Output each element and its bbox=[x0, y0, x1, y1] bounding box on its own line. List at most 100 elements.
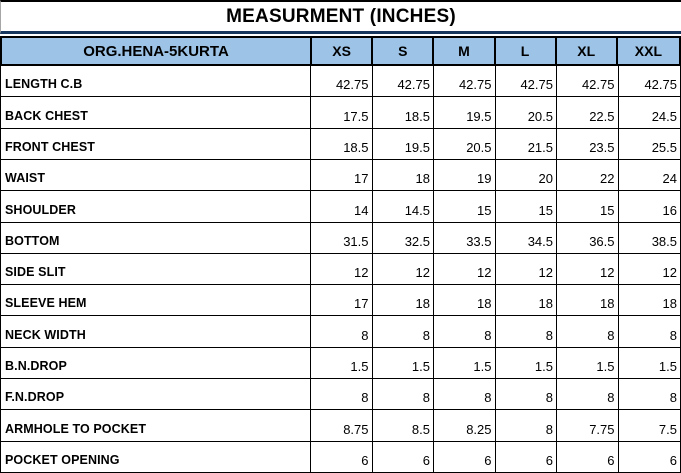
value-cell-s[interactable]: 1.5 bbox=[373, 347, 434, 379]
value-cell-s[interactable]: 18.5 bbox=[373, 97, 434, 128]
value-cell-l[interactable]: 34.5 bbox=[496, 222, 557, 253]
value-cell-l[interactable]: 15 bbox=[496, 191, 557, 222]
value-cell-xxl[interactable]: 6 bbox=[669, 452, 677, 468]
value-cell-l[interactable]: 12 bbox=[496, 253, 557, 285]
value-cell-l[interactable]: 20 bbox=[496, 159, 557, 191]
value-cell-xl[interactable]: 1.5 bbox=[557, 347, 619, 379]
value-cell-xl[interactable]: 7.75 bbox=[557, 410, 619, 441]
value-cell-xxl[interactable]: 8 bbox=[669, 327, 677, 343]
title-cell[interactable]: MEASURMENT (INCHES) bbox=[0, 0, 681, 34]
value-cell-xs[interactable]: 12 bbox=[311, 253, 373, 285]
value-cell-xxl[interactable]: 18 bbox=[662, 296, 677, 312]
row-label-cell[interactable]: SIDE SLIT bbox=[1, 253, 311, 285]
value-cell-m[interactable]: 19 bbox=[434, 159, 496, 191]
value-cell-xxl[interactable]: 1.5 bbox=[658, 359, 677, 375]
value-cell-s[interactable]: 8 bbox=[373, 316, 434, 347]
value-cell-xs[interactable]: 18.5 bbox=[311, 128, 373, 159]
table-row: BACK CHEST 17.5 18.5 19.5 20.5 22.5 24.5 bbox=[1, 97, 680, 129]
size-header-cell-xl[interactable]: XL bbox=[557, 38, 618, 64]
value-cell-m[interactable]: 20.5 bbox=[434, 128, 496, 159]
value-cell-m[interactable]: 12 bbox=[434, 253, 496, 285]
value-cell-m[interactable]: 8 bbox=[434, 316, 496, 347]
value-cell-xl[interactable]: 18 bbox=[557, 285, 619, 316]
value-cell-xs[interactable]: 17 bbox=[311, 285, 373, 316]
row-label-cell[interactable]: B.N.DROP bbox=[1, 347, 311, 379]
value-cell-s[interactable]: 42.75 bbox=[373, 66, 434, 97]
value-cell-s[interactable]: 8 bbox=[373, 379, 434, 410]
value-cell-xs[interactable]: 8 bbox=[311, 379, 373, 410]
value-cell-m[interactable]: 19.5 bbox=[434, 97, 496, 128]
value-cell-l[interactable]: 8 bbox=[496, 379, 557, 410]
value-cell-m[interactable]: 33.5 bbox=[434, 222, 496, 253]
value-cell-xxl[interactable]: 38.5 bbox=[651, 233, 677, 249]
row-label-cell[interactable]: BOTTOM bbox=[1, 222, 311, 253]
value-cell-m[interactable]: 42.75 bbox=[434, 66, 496, 97]
value-cell-xl[interactable]: 42.75 bbox=[557, 66, 619, 97]
value-cell-xl[interactable]: 22 bbox=[557, 159, 619, 191]
row-label-cell[interactable]: ARMHOLE TO POCKET bbox=[1, 410, 311, 441]
value-cell-xl[interactable]: 15 bbox=[557, 191, 619, 222]
value-cell-s[interactable]: 12 bbox=[373, 253, 434, 285]
value-cell-m[interactable]: 18 bbox=[434, 285, 496, 316]
value-cell-s[interactable]: 6 bbox=[373, 441, 434, 472]
value-cell-s[interactable]: 14.5 bbox=[373, 191, 434, 222]
product-header-cell[interactable]: ORG.HENA-5KURTA bbox=[2, 38, 312, 64]
size-header-cell-m[interactable]: M bbox=[434, 38, 496, 64]
row-label-cell[interactable]: POCKET OPENING bbox=[1, 441, 311, 472]
value-cell-xs[interactable]: 8 bbox=[311, 316, 373, 347]
value-cell-m[interactable]: 8.25 bbox=[434, 410, 496, 441]
value-cell-s[interactable]: 8.5 bbox=[373, 410, 434, 441]
value-cell-xs[interactable]: 17.5 bbox=[311, 97, 373, 128]
value-cell-xl[interactable]: 6 bbox=[557, 441, 619, 472]
row-label-cell[interactable]: F.N.DROP bbox=[1, 379, 311, 410]
row-label-cell[interactable]: LENGTH C.B bbox=[1, 66, 311, 97]
value-cell-xxl[interactable]: 42.75 bbox=[644, 77, 677, 93]
value-cell-l[interactable]: 8 bbox=[496, 316, 557, 347]
value-cell-xxl[interactable]: 12 bbox=[662, 265, 677, 281]
value-cell-xs[interactable]: 14 bbox=[311, 191, 373, 222]
value-cell-s[interactable]: 18 bbox=[373, 159, 434, 191]
value-cell-xl[interactable]: 12 bbox=[557, 253, 619, 285]
value-cell-l[interactable]: 6 bbox=[496, 441, 557, 472]
value-cell-xxl[interactable]: 24.5 bbox=[651, 108, 677, 124]
row-label-cell[interactable]: FRONT CHEST bbox=[1, 128, 311, 159]
value-cell-m[interactable]: 1.5 bbox=[434, 347, 496, 379]
value-cell-xs[interactable]: 31.5 bbox=[311, 222, 373, 253]
row-label-cell[interactable]: BACK CHEST bbox=[1, 97, 311, 128]
value-cell-xl[interactable]: 8 bbox=[557, 316, 619, 347]
row-label-cell[interactable]: NECK WIDTH bbox=[1, 316, 311, 347]
value-cell-xs[interactable]: 8.75 bbox=[311, 410, 373, 441]
value-cell-l[interactable]: 21.5 bbox=[496, 128, 557, 159]
value-cell-xxl[interactable]: 16 bbox=[662, 202, 677, 218]
value-cell-s[interactable]: 32.5 bbox=[373, 222, 434, 253]
value-cell-xxl[interactable]: 7.5 bbox=[658, 421, 677, 437]
size-header-cell-xxl[interactable]: XXL bbox=[634, 43, 663, 59]
value-cell-m[interactable]: 15 bbox=[434, 191, 496, 222]
value-cell-xs[interactable]: 6 bbox=[311, 441, 373, 472]
value-cell-l[interactable]: 20.5 bbox=[496, 97, 557, 128]
value-cell-s[interactable]: 19.5 bbox=[373, 128, 434, 159]
size-header-cell-xs[interactable]: XS bbox=[312, 38, 374, 64]
value-cell-l[interactable]: 1.5 bbox=[496, 347, 557, 379]
value-cell-m[interactable]: 6 bbox=[434, 441, 496, 472]
value-cell-s[interactable]: 18 bbox=[373, 285, 434, 316]
row-label-cell[interactable]: SHOULDER bbox=[1, 191, 311, 222]
row-label-cell[interactable]: WAIST bbox=[1, 159, 311, 191]
value-cell-xxl[interactable]: 25.5 bbox=[651, 139, 677, 155]
row-label-cell[interactable]: SLEEVE HEM bbox=[1, 285, 311, 316]
size-header-cell-l[interactable]: L bbox=[496, 38, 557, 64]
value-cell-xl[interactable]: 23.5 bbox=[557, 128, 619, 159]
value-cell-l[interactable]: 8 bbox=[496, 410, 557, 441]
value-cell-xl[interactable]: 22.5 bbox=[557, 97, 619, 128]
value-cell-xs[interactable]: 1.5 bbox=[311, 347, 373, 379]
value-cell-xxl[interactable]: 8 bbox=[669, 390, 677, 406]
value-cell-xs[interactable]: 42.75 bbox=[311, 66, 373, 97]
value-cell-xl[interactable]: 36.5 bbox=[557, 222, 619, 253]
value-cell-l[interactable]: 18 bbox=[496, 285, 557, 316]
value-cell-m[interactable]: 8 bbox=[434, 379, 496, 410]
value-cell-xl[interactable]: 8 bbox=[557, 379, 619, 410]
size-header-cell-s[interactable]: S bbox=[373, 38, 435, 64]
value-cell-xxl[interactable]: 24 bbox=[662, 171, 677, 187]
value-cell-xs[interactable]: 17 bbox=[311, 159, 373, 191]
value-cell-l[interactable]: 42.75 bbox=[496, 66, 557, 97]
